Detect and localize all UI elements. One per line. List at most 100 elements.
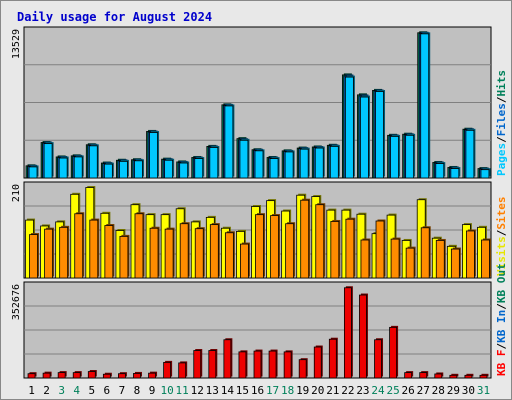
- bar-pages-day-20: [314, 146, 325, 179]
- bar-sites-day-29: [450, 247, 461, 279]
- x-tick-label: 25: [386, 384, 399, 397]
- bar-pages-day-15: [239, 138, 250, 179]
- bar-sites-day-20: [315, 203, 326, 279]
- legend-entry: /: [495, 136, 508, 143]
- x-tick-label: 18: [281, 384, 294, 397]
- bar-kb-f-day-31: [479, 373, 489, 379]
- x-tick-label: 3: [58, 384, 65, 397]
- legend-entry: /: [495, 343, 508, 350]
- legend-entry: Hits: [495, 70, 508, 97]
- bar-sites-day-6: [104, 224, 115, 279]
- bar-kb-f-day-14: [223, 338, 233, 379]
- x-tick-label: 5: [88, 384, 95, 397]
- bar-sites-day-10: [164, 227, 175, 279]
- panel-visits-sites: 210 Visits/Sites: [11, 181, 508, 279]
- x-tick-label: 15: [236, 384, 249, 397]
- bar-sites-day-12: [194, 227, 205, 279]
- bar-sites-day-19: [300, 198, 311, 279]
- panel-legend: KB F/KB In/KB Out: [495, 263, 508, 376]
- bar-kb-f-day-1: [27, 372, 37, 379]
- bar-pages-day-28: [435, 162, 446, 179]
- bar-sites-day-3: [59, 225, 70, 279]
- x-tick-label: 31: [477, 384, 490, 397]
- bar-sites-day-2: [44, 227, 55, 279]
- x-tick-label: 29: [447, 384, 460, 397]
- bar-kb-f-day-21: [328, 337, 338, 379]
- bar-pages-day-14: [224, 104, 235, 179]
- x-tick-label: 9: [149, 384, 156, 397]
- x-tick-label: 2: [43, 384, 50, 397]
- bar-kb-f-day-7: [118, 372, 127, 379]
- x-tick-label: 23: [356, 384, 369, 397]
- chart-title: Daily usage for August 2024: [17, 10, 212, 24]
- bar-kb-f-day-25: [389, 325, 399, 379]
- x-tick-label: 13: [206, 384, 219, 397]
- bar-kb-f-day-15: [238, 350, 248, 379]
- bar-kb-f-day-28: [434, 372, 444, 379]
- bar-sites-day-5: [89, 218, 100, 279]
- x-tick-label: 10: [160, 384, 173, 397]
- x-tick-label: 20: [311, 384, 324, 397]
- legend-entry: KB F: [495, 350, 508, 377]
- legend-entry: Files: [495, 103, 508, 136]
- bar-kb-f-day-5: [87, 370, 97, 379]
- bar-kb-f-day-13: [208, 349, 218, 379]
- bar-sites-day-4: [74, 212, 85, 279]
- bar-pages-day-6: [103, 162, 114, 179]
- bar-kb-f-day-16: [253, 349, 263, 379]
- bar-sites-day-31: [481, 238, 491, 279]
- bar-pages-day-18: [284, 150, 295, 179]
- bar-pages-day-24: [375, 90, 386, 179]
- bar-pages-day-19: [299, 147, 310, 179]
- x-axis: 1 2 3 4 5 6 7 8 9 10 11 12 13 14 15 16 17 18 19 20 21 22 23 24 2…: [28, 384, 490, 397]
- x-tick-label: 16: [251, 384, 264, 397]
- bar-pages-day-30: [465, 128, 476, 179]
- x-tick-label: 1: [28, 384, 35, 397]
- bar-sites-day-18: [285, 222, 296, 279]
- bar-pages-day-10: [164, 158, 175, 179]
- bar-sites-day-26: [405, 246, 416, 279]
- bar-pages-day-7: [119, 159, 129, 179]
- legend-entry: KB Out: [495, 263, 508, 303]
- x-tick-label: 14: [221, 384, 235, 397]
- bar-pages-day-4: [73, 155, 84, 179]
- legend-entry: KB In: [495, 310, 508, 343]
- x-tick-label: 8: [134, 384, 141, 397]
- x-tick-label: 12: [191, 384, 204, 397]
- panel-legend: Pages/Files/Hits: [495, 70, 508, 176]
- bar-kb-f-day-4: [72, 371, 82, 379]
- bar-sites-day-23: [360, 238, 371, 279]
- x-tick-label: 17: [266, 384, 279, 397]
- bar-sites-day-25: [390, 237, 401, 279]
- bar-kb-f-day-27: [419, 371, 429, 379]
- bar-pages-day-5: [88, 144, 99, 179]
- bar-pages-day-2: [43, 142, 54, 179]
- y-max-label: 13529: [11, 29, 22, 59]
- bar-kb-f-day-10: [163, 360, 173, 379]
- bar-pages-day-27: [420, 32, 431, 179]
- chart-panels: 13529Pages/Files/Hits210Visits/Sites3526…: [11, 26, 508, 379]
- x-tick-label: 30: [462, 384, 475, 397]
- y-max-label: 210: [11, 184, 22, 202]
- bar-kb-f-day-26: [404, 371, 414, 379]
- x-tick-label: 27: [417, 384, 430, 397]
- bar-kb-f-day-18: [283, 350, 293, 379]
- bar-sites-day-11: [179, 222, 190, 279]
- bar-kb-f-day-19: [298, 358, 308, 379]
- bar-sites-day-7: [119, 234, 130, 279]
- bar-sites-day-22: [345, 217, 356, 279]
- legend-entry: Visits: [495, 236, 508, 276]
- bar-sites-day-21: [330, 219, 341, 279]
- bar-pages-day-8: [134, 159, 144, 179]
- bar-kb-f-day-20: [313, 345, 323, 379]
- legend-entry: Sites: [495, 197, 508, 230]
- bar-kb-f-day-23: [359, 293, 368, 379]
- bar-pages-day-23: [360, 95, 370, 179]
- legend-entry: /: [495, 96, 508, 103]
- bar-kb-f-day-6: [102, 372, 112, 379]
- bar-sites-day-16: [255, 213, 265, 279]
- bar-sites-day-24: [375, 219, 386, 279]
- bar-sites-day-15: [240, 242, 250, 279]
